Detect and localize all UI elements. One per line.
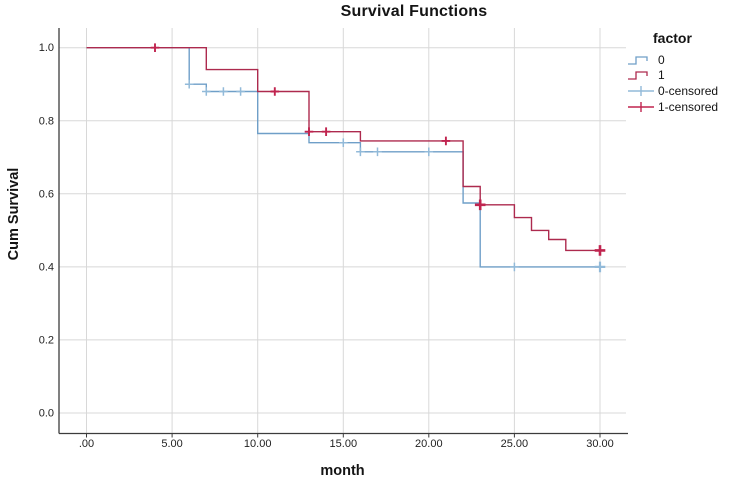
censored-mark-0-censored	[424, 147, 434, 157]
x-tick-label: 5.00	[161, 438, 182, 450]
x-tick-label: 15.00	[330, 438, 358, 450]
censored-mark-0-censored	[219, 87, 228, 96]
y-tick-label: 0.4	[39, 261, 54, 273]
legend-title: factor	[653, 30, 692, 46]
x-tick-label: 30.00	[586, 438, 614, 450]
survival-curve-factor-1	[86, 47, 600, 252]
x-tick-label: .00	[79, 438, 94, 450]
censored-mark-1-censored	[150, 43, 160, 52]
legend-label-0-censored: 0-censored	[658, 83, 719, 98]
y-tick-label: 0.6	[39, 188, 54, 200]
y-tick-label: 0.2	[39, 334, 54, 346]
x-tick-label: 10.00	[244, 438, 272, 450]
legend-label-factor-1: 1	[658, 68, 665, 83]
censored-mark-1-censored	[304, 127, 314, 136]
censored-mark-0-censored	[510, 262, 519, 272]
censored-mark-0-censored	[594, 261, 606, 273]
censored-mark-1-censored	[474, 199, 486, 211]
survival-curve-factor-0	[86, 47, 600, 268]
y-tick-label: 1.0	[39, 42, 54, 54]
x-tick-label: 25.00	[501, 438, 529, 450]
x-tick-label: 20.00	[415, 438, 443, 450]
chart-title: Survival Functions	[340, 3, 488, 20]
censored-mark-1-censored	[321, 127, 331, 136]
censored-plus-glyph	[628, 85, 654, 96]
x-axis-title: month	[320, 463, 365, 479]
censored-mark-0-censored	[356, 147, 365, 157]
censored-mark-0-censored	[202, 87, 211, 96]
censored-mark-1-censored	[594, 245, 606, 256]
legend-item-1-censored: 1-censored	[627, 99, 753, 115]
censored-mark-1-censored	[270, 87, 280, 96]
censored-mark-0-censored	[236, 87, 245, 96]
legend-item-0-censored: 0-censored	[627, 83, 753, 99]
step-line-glyph	[628, 71, 648, 81]
step-line-glyph	[628, 56, 648, 65]
censored-mark-0-censored	[339, 138, 348, 147]
legend-item-factor-1: 1	[627, 68, 753, 84]
y-axis-title: Cum Survival	[6, 167, 22, 261]
legend-item-factor-0: 0	[627, 52, 753, 68]
censored-mark-1-censored	[441, 136, 451, 146]
censored-plus-glyph	[628, 101, 654, 112]
legend-label-factor-0: 0	[658, 52, 665, 67]
censored-mark-0-censored	[184, 79, 194, 89]
y-tick-label: 0.8	[39, 115, 54, 127]
legend-label-1-censored: 1-censored	[658, 99, 719, 114]
legend: factor 0 1 0-censored 1-censored	[627, 30, 753, 114]
y-tick-label: 0.0	[39, 408, 54, 420]
censored-mark-0-censored	[373, 147, 382, 157]
